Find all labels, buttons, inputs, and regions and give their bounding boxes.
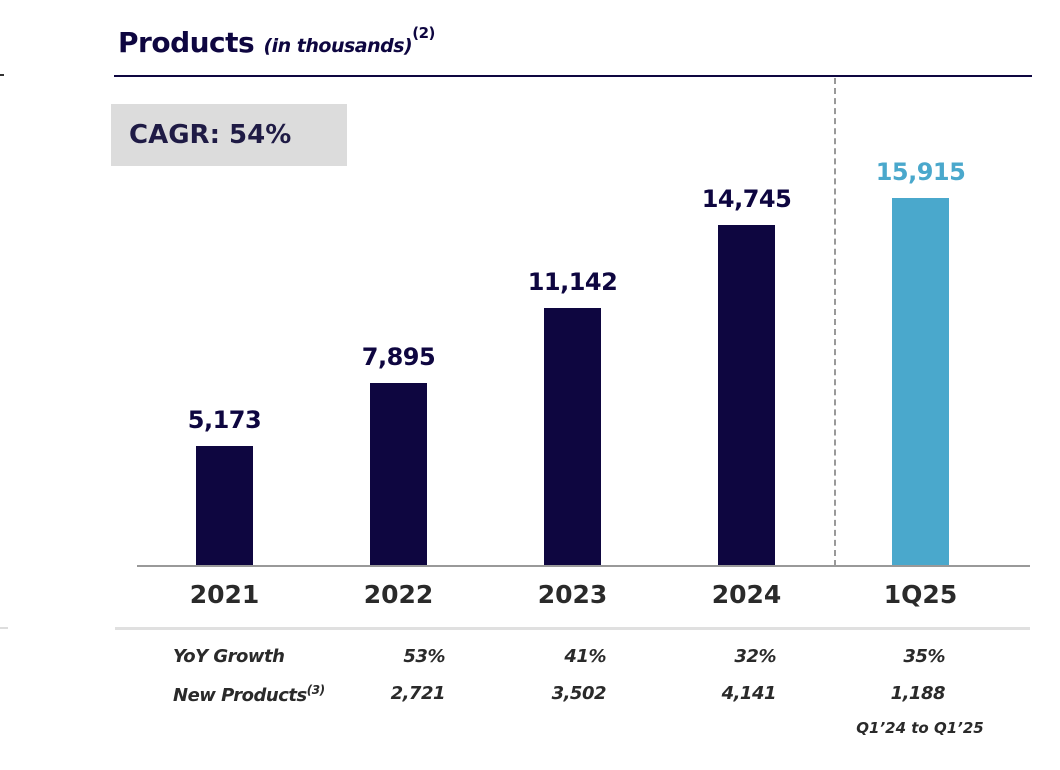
period-note: Q1’24 to Q1’25: [856, 719, 984, 737]
data-label-2021: 5,173: [187, 406, 262, 435]
x-tick-2023: 2023: [537, 580, 608, 609]
table-cell: 41%: [564, 646, 606, 667]
table-cell: 3,502: [551, 683, 607, 704]
x-tick-2022: 2022: [363, 580, 434, 609]
table-divider: [115, 627, 1030, 630]
table-cell: 2,721: [390, 683, 446, 704]
title-main: Products: [118, 26, 255, 59]
data-label-2024: 14,745: [701, 185, 792, 214]
bar-2023: [544, 308, 601, 566]
cagr-text: CAGR: 54%: [129, 120, 292, 150]
bar-2024: [718, 225, 775, 566]
table-cell: 53%: [403, 646, 445, 667]
quarter-divider: [834, 78, 836, 566]
left-edge-mark: [0, 74, 4, 76]
bar-2022: [370, 383, 427, 566]
title-units: (in thousands): [263, 35, 413, 57]
x-tick-2021: 2021: [189, 580, 260, 609]
chart-title: Products (in thousands)(2): [118, 24, 435, 59]
data-label-1Q25: 15,915: [875, 158, 966, 186]
row-label: New Products(3): [173, 683, 325, 706]
row-footnote: (3): [306, 683, 325, 697]
table-cell: 1,188: [890, 683, 946, 704]
table-cell: 4,141: [721, 683, 777, 704]
x-tick-1Q25: 1Q25: [883, 580, 958, 609]
data-label-2022: 7,895: [361, 343, 436, 372]
cagr-badge: CAGR: 54%: [111, 104, 347, 166]
data-label-2023: 11,142: [527, 268, 618, 297]
left-edge-divider: [0, 627, 8, 629]
row-label: YoY Growth: [173, 646, 285, 667]
table-cell: 35%: [903, 646, 945, 667]
bar-1Q25: [892, 198, 949, 566]
title-underline: [114, 75, 1032, 77]
x-tick-2024: 2024: [711, 580, 782, 609]
bar-2021: [196, 446, 253, 566]
title-footnote: (2): [412, 24, 435, 42]
x-axis-line: [137, 565, 1030, 567]
table-cell: 32%: [734, 646, 776, 667]
